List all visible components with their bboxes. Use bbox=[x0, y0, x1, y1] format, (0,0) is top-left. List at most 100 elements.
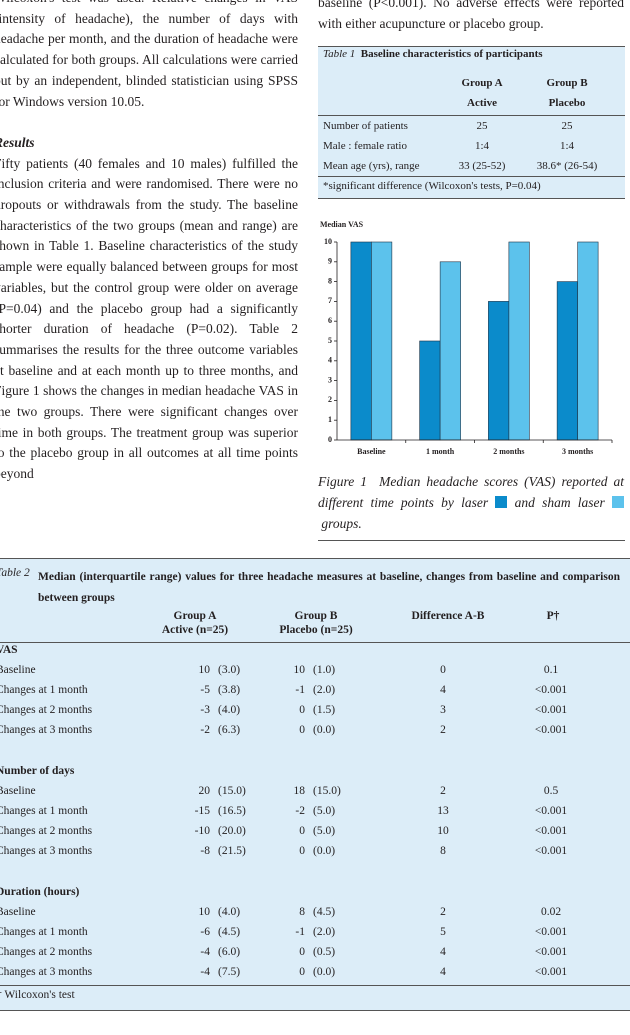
cell: 0 bbox=[299, 845, 305, 857]
cell: (4.5) bbox=[218, 926, 241, 938]
cell: 20 bbox=[198, 785, 211, 797]
cell: 0 bbox=[299, 825, 305, 837]
row-label: Changes at 2 months bbox=[0, 946, 93, 958]
row-label: Baseline bbox=[0, 785, 36, 797]
rule bbox=[318, 540, 625, 541]
rule bbox=[0, 1010, 630, 1011]
cell: 8 bbox=[299, 906, 305, 918]
column-header: Placebo (n=25) bbox=[279, 624, 353, 636]
x-tick-label: 1 month bbox=[426, 447, 455, 456]
x-tick-label: 2 months bbox=[493, 447, 524, 456]
bar bbox=[488, 301, 510, 441]
cell: <0.001 bbox=[534, 704, 568, 716]
row-label: Changes at 3 months bbox=[0, 724, 93, 736]
cell: <0.001 bbox=[534, 805, 568, 817]
paragraph: Wilcoxon's test was used. Relative chang… bbox=[0, 0, 298, 109]
cell: (3.0) bbox=[218, 664, 241, 676]
caption-text: and sham laser bbox=[514, 495, 605, 510]
cell: -4 bbox=[200, 966, 210, 978]
row-label: Changes at 3 months bbox=[0, 845, 93, 857]
section-heading: VAS bbox=[0, 644, 18, 656]
cell: -2 bbox=[295, 805, 305, 817]
rule bbox=[0, 985, 630, 986]
row-label: Changes at 2 months bbox=[0, 825, 93, 837]
column-header: Group B bbox=[294, 610, 338, 622]
cell: 18 bbox=[293, 785, 306, 797]
row-label: Number of patients bbox=[323, 120, 408, 132]
row-label: Changes at 1 month bbox=[0, 926, 88, 938]
cell: 3 bbox=[440, 704, 446, 716]
y-tick-label: 7 bbox=[328, 296, 332, 305]
cell: 0.5 bbox=[543, 785, 559, 797]
cell: (2.0) bbox=[313, 684, 336, 696]
cell: <0.001 bbox=[534, 946, 568, 958]
cell: 10 bbox=[198, 906, 211, 918]
section-heading: Duration (hours) bbox=[0, 886, 80, 898]
cell: (0.0) bbox=[313, 724, 336, 736]
table-1-background bbox=[318, 46, 625, 198]
paragraph: Fifty patients (40 females and 10 males)… bbox=[0, 155, 298, 482]
figure-caption: Figure 1 Median headache scores (VAS) re… bbox=[318, 471, 625, 534]
cell: 2 bbox=[440, 906, 446, 918]
row-label: Changes at 1 month bbox=[0, 684, 88, 696]
table-title: Median (interquartile range) values for … bbox=[38, 571, 620, 604]
row-label: Changes at 1 month bbox=[0, 805, 88, 817]
bar bbox=[439, 261, 461, 441]
cell: 0 bbox=[299, 966, 305, 978]
cell: 0 bbox=[299, 704, 305, 716]
cell: (5.0) bbox=[313, 825, 336, 837]
cell: (20.0) bbox=[218, 825, 246, 837]
cell: (16.5) bbox=[218, 805, 246, 817]
row-label: Baseline bbox=[0, 906, 36, 918]
cell: <0.001 bbox=[534, 825, 568, 837]
cell: <0.001 bbox=[534, 845, 568, 857]
cell: 0 bbox=[440, 664, 446, 676]
cell: 10 bbox=[198, 664, 211, 676]
caption-text: Median headache scores (VAS) reported at… bbox=[318, 474, 624, 510]
cell: 25 bbox=[476, 120, 488, 132]
cell: (7.5) bbox=[218, 966, 241, 978]
column-header: Placebo bbox=[548, 97, 586, 109]
cell: -1 bbox=[295, 926, 305, 938]
caption-text: groups. bbox=[321, 516, 362, 531]
y-tick-label: 5 bbox=[328, 336, 332, 345]
cell: (0.0) bbox=[313, 966, 336, 978]
table-label-text: Table 2 bbox=[0, 567, 30, 579]
cell: (15.0) bbox=[218, 785, 246, 797]
table-footnote: † Wilcoxon's test bbox=[0, 989, 75, 1001]
cell: 0.1 bbox=[543, 664, 559, 676]
cell: 25 bbox=[561, 120, 573, 132]
bar bbox=[577, 241, 599, 441]
rule bbox=[0, 558, 630, 559]
table-label: Table 2 bbox=[0, 567, 30, 579]
cell: 2 bbox=[440, 724, 446, 736]
cell: <0.001 bbox=[534, 684, 568, 696]
y-tick-label: 1 bbox=[328, 415, 332, 424]
row-label: Changes at 2 months bbox=[0, 704, 93, 716]
x-tick-label: Baseline bbox=[357, 447, 386, 456]
cell: -10 bbox=[194, 825, 210, 837]
y-tick-label: 3 bbox=[328, 375, 332, 384]
cell: (1.0) bbox=[313, 664, 336, 676]
table-1-caption: Table 1 Baseline characteristics of part… bbox=[323, 48, 543, 60]
legend-swatch bbox=[612, 496, 625, 508]
bar bbox=[508, 241, 530, 441]
cell: 1:4 bbox=[559, 140, 575, 152]
rule bbox=[318, 115, 625, 116]
cell: (3.8) bbox=[218, 684, 241, 696]
y-tick-label: 0 bbox=[328, 435, 332, 444]
cell: 5 bbox=[440, 926, 446, 938]
y-tick-label: 9 bbox=[328, 257, 332, 266]
bar bbox=[556, 281, 578, 441]
section-heading: Results bbox=[0, 134, 35, 150]
column-header: P† bbox=[546, 610, 560, 622]
cell: (0.5) bbox=[313, 946, 336, 958]
column-header: Group A bbox=[461, 77, 503, 89]
cell: <0.001 bbox=[534, 926, 568, 938]
cell: 10 bbox=[437, 825, 449, 837]
cell: (6.0) bbox=[218, 946, 241, 958]
cell: (4.5) bbox=[313, 906, 336, 918]
cell: <0.001 bbox=[534, 724, 568, 736]
bar bbox=[371, 241, 393, 441]
